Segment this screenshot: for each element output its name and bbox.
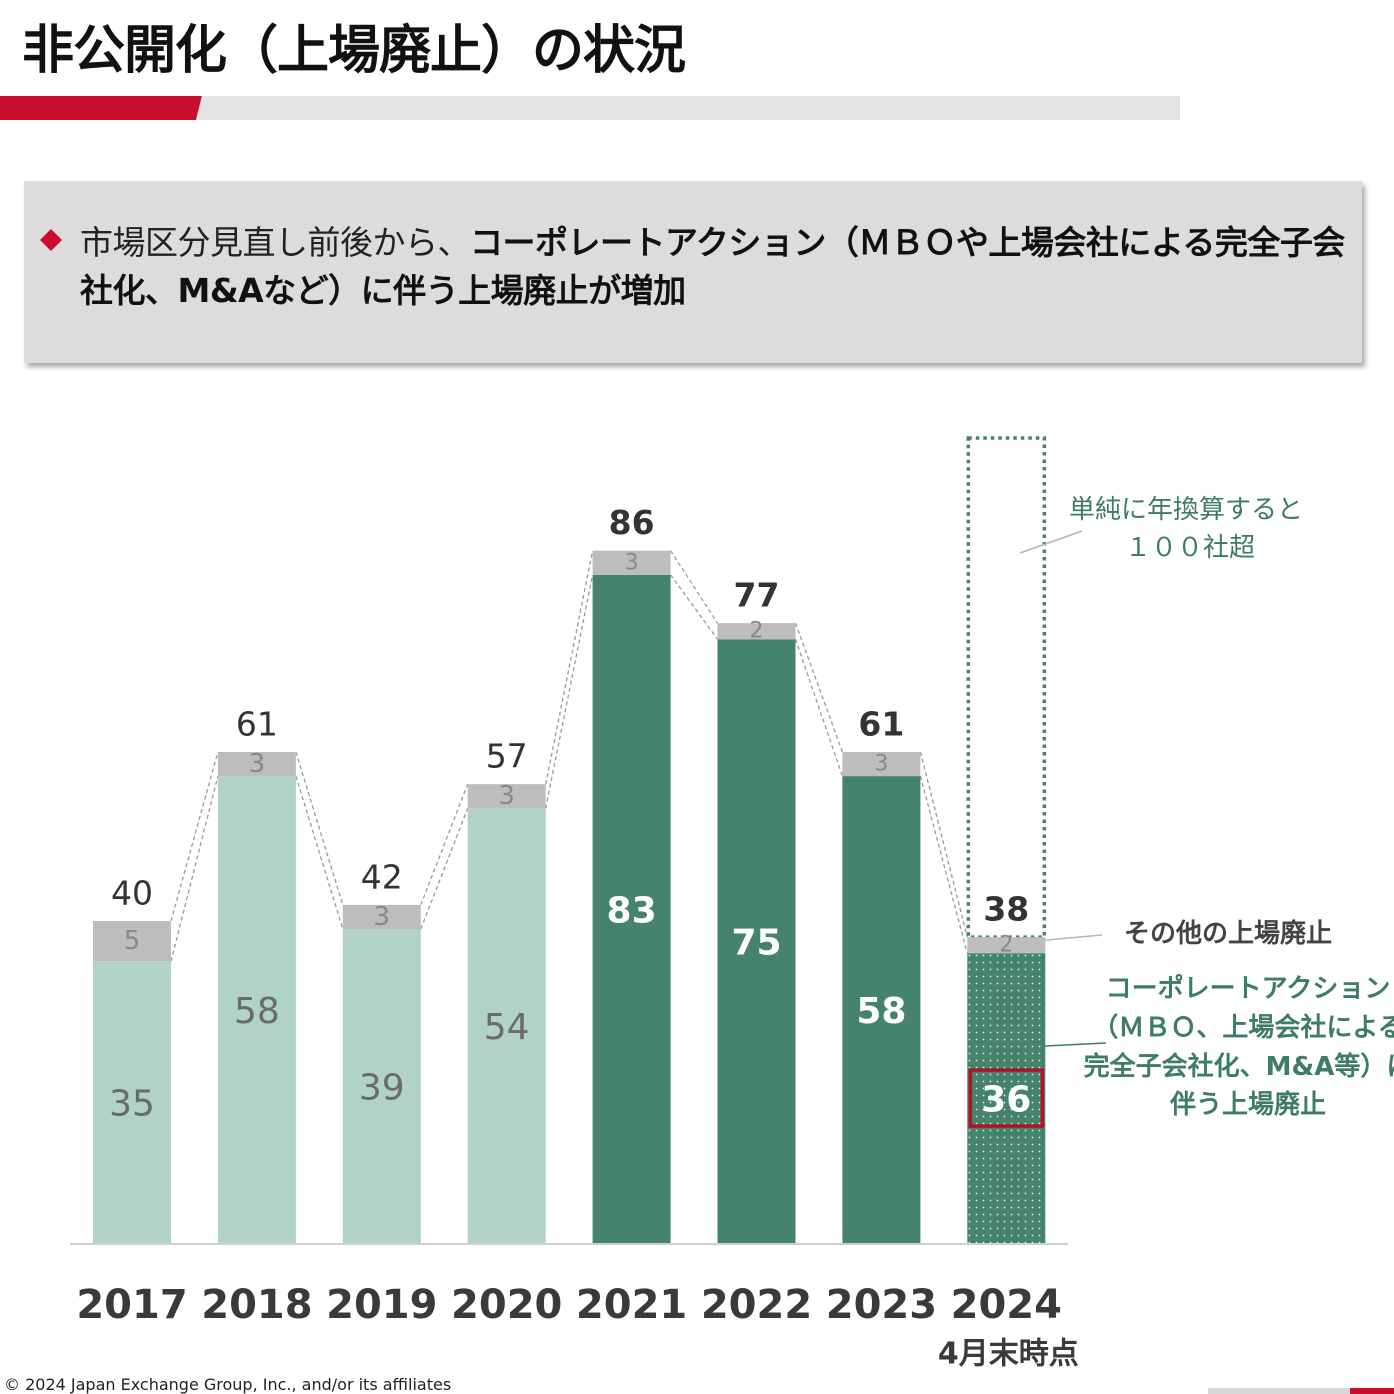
data-label-corporate-action: 39	[359, 1068, 405, 1109]
legend-leader-other	[1045, 934, 1103, 941]
connector-line	[670, 574, 719, 640]
bar-other	[592, 550, 671, 575]
footer-bar	[1208, 1388, 1394, 1394]
x-tick-label: 2022	[701, 1282, 812, 1328]
data-label-corporate-action: 54	[484, 1007, 530, 1048]
data-label-corporate-action: 83	[607, 890, 657, 931]
data-label-other: 3	[374, 902, 391, 932]
connector-line	[295, 775, 344, 930]
legend-corporate-action: コーポレートアクション	[1106, 973, 1391, 1004]
data-label-corporate-action: 58	[234, 991, 280, 1032]
legend-corporate-action: （ＭＢＯ、上場会社による	[1092, 1012, 1394, 1043]
data-label-other: 2	[999, 933, 1013, 958]
data-label-corporate-action: 75	[731, 923, 781, 964]
bar-corporate-action	[217, 776, 296, 1243]
connector-line	[794, 622, 844, 753]
connector-line	[919, 751, 968, 938]
connector-line	[545, 550, 594, 785]
bar-other	[467, 784, 546, 809]
data-label-total: 42	[361, 857, 403, 896]
x-tick-sublabel: 4月末時点	[938, 1337, 1079, 1372]
footer-accent	[1350, 1388, 1394, 1394]
data-label-other: 3	[498, 781, 515, 811]
bar-corporate-action	[93, 961, 171, 1243]
bar-corporate-action	[842, 776, 921, 1243]
data-label-total: 38	[983, 890, 1029, 929]
summary-box: 市場区分見直し前後から、コーポレートアクション（ＭＢＯや上場会社による完全子会社…	[24, 181, 1362, 363]
bar-corporate-action	[467, 808, 546, 1243]
data-label-corporate-action: 36	[981, 1080, 1031, 1121]
annotation-text: １００社超	[1125, 533, 1255, 563]
bar-corporate-action	[967, 953, 1046, 1243]
highlight-box	[968, 1068, 1045, 1128]
data-label-total: 77	[734, 576, 780, 615]
data-label-total: 61	[236, 704, 278, 743]
connector-line	[420, 783, 469, 906]
data-label-total: 61	[858, 704, 904, 743]
copyright-footer: © 2024 Japan Exchange Group, Inc., and/o…	[4, 1375, 452, 1394]
x-tick-label: 2020	[451, 1282, 562, 1328]
x-tick-label: 2023	[826, 1282, 937, 1328]
diamond-icon	[40, 229, 62, 251]
bar-other	[967, 937, 1046, 954]
connector-line	[170, 751, 219, 922]
connector-line	[794, 639, 844, 777]
page-title: 非公開化（上場廃止）の状況	[22, 21, 686, 81]
bar-other	[93, 921, 171, 962]
title-rule-gray	[196, 96, 1180, 120]
bar-other	[717, 623, 796, 640]
data-label-total: 40	[111, 874, 153, 913]
connector-line	[545, 574, 594, 809]
data-label-other: 3	[625, 550, 639, 575]
data-label-other: 3	[249, 749, 266, 779]
connector-line	[170, 775, 219, 962]
connector-line	[420, 808, 469, 930]
connector-line	[670, 550, 719, 624]
bar-other	[217, 751, 296, 777]
legend-leader-corporate	[1045, 1042, 1107, 1047]
summary-text: 市場区分見直し前後から、コーポレートアクション（ＭＢＯや上場会社による完全子会社…	[80, 219, 1350, 315]
projection-box	[966, 436, 1047, 939]
x-tick-label: 2017	[76, 1282, 187, 1328]
legend-corporate-action: 伴う上場廃止	[1169, 1089, 1326, 1120]
x-tick-label: 2021	[576, 1282, 687, 1328]
legend-other: その他の上場廃止	[1124, 918, 1332, 949]
annotation-text: 単純に年換算すると	[1069, 495, 1303, 525]
bar-other	[342, 904, 421, 930]
bar-other	[842, 751, 921, 777]
data-label-other: 2	[750, 619, 764, 644]
x-tick-label: 2024	[951, 1282, 1062, 1328]
data-label-total: 86	[609, 503, 655, 542]
legend-corporate-action: 完全子会社化、M&A等）に	[1084, 1051, 1394, 1082]
annotation-leader	[1019, 530, 1083, 554]
bar-corporate-action	[592, 574, 671, 1243]
data-label-total: 57	[486, 737, 528, 776]
title-rule-red	[0, 96, 202, 120]
x-tick-label: 2018	[201, 1282, 312, 1328]
bar-corporate-action	[342, 929, 421, 1243]
title-rule	[0, 96, 1180, 120]
summary-emphasis: コーポレートアクション（ＭＢＯや上場会社による完全子会社化、M&Aなど）に伴う上…	[80, 223, 1345, 310]
data-label-corporate-action: 35	[109, 1084, 155, 1125]
data-label-other: 5	[124, 926, 141, 956]
summary-lead: 市場区分見直し前後から、	[80, 223, 471, 262]
connector-line	[295, 751, 344, 906]
data-label-corporate-action: 58	[856, 991, 906, 1032]
bar-corporate-action	[717, 639, 796, 1243]
x-tick-label: 2019	[326, 1282, 437, 1328]
connector-line	[919, 775, 968, 954]
data-label-other: 3	[874, 752, 888, 777]
